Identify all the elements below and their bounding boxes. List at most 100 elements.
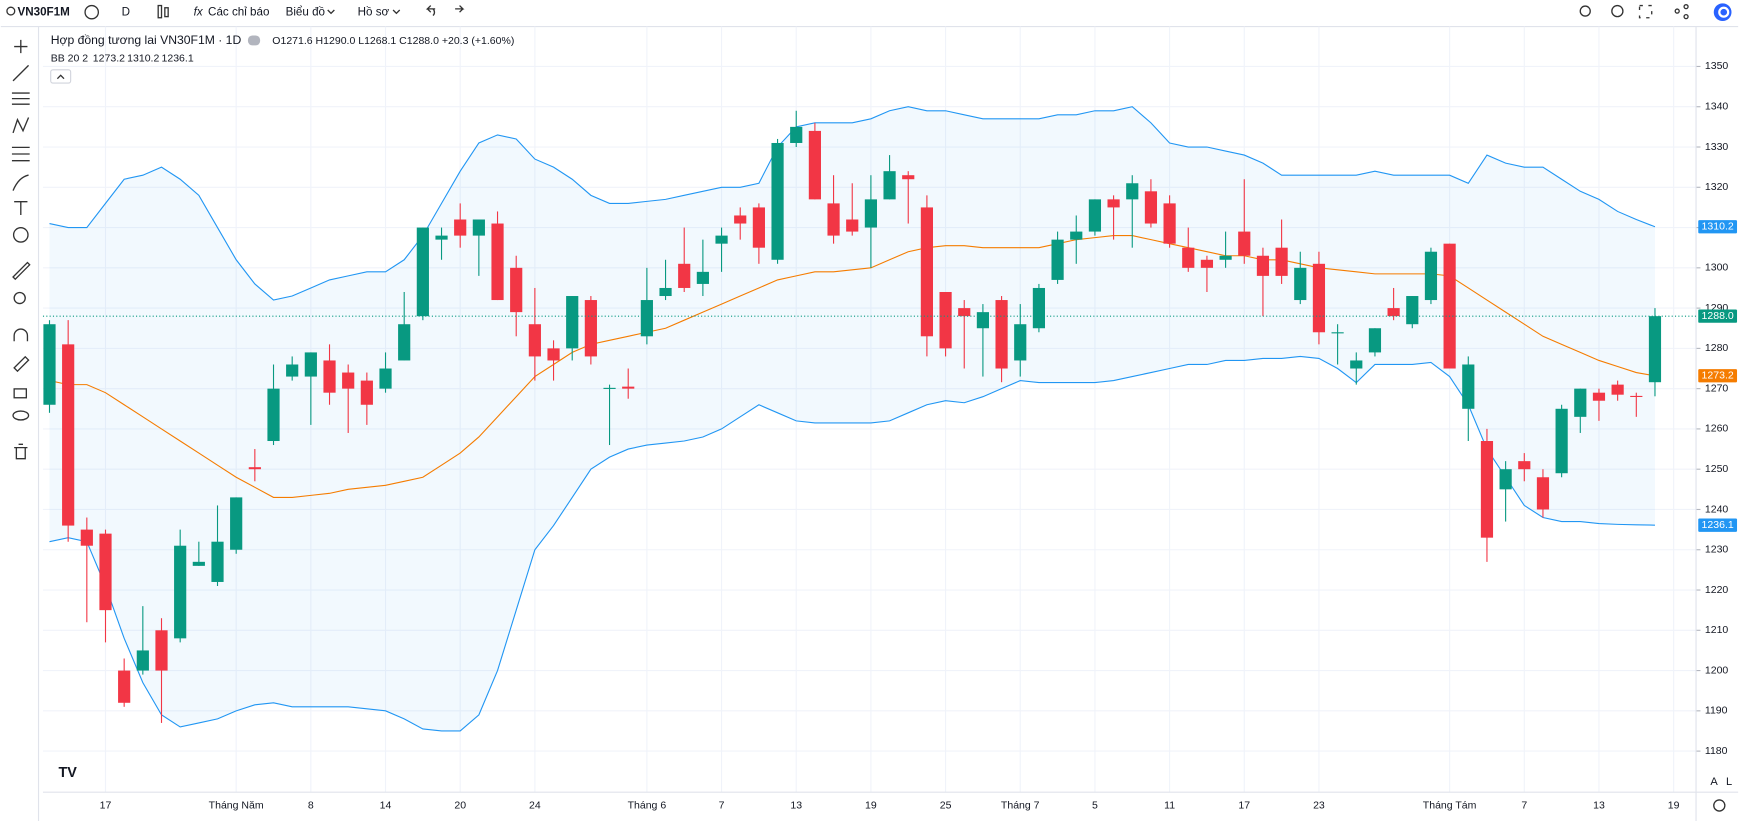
last-price-tag: 1288.0	[1702, 310, 1734, 322]
candle-body	[435, 235, 448, 240]
candle-body	[1032, 287, 1046, 329]
candle-body	[248, 467, 261, 470]
candle-body	[1462, 364, 1475, 409]
hide-tool[interactable]	[12, 410, 30, 421]
tv-logo: TV	[58, 765, 77, 781]
candle-body	[678, 263, 691, 288]
candle-body	[510, 267, 523, 313]
y-tick-label: 1250	[1705, 463, 1729, 475]
y-tick-label: 1260	[1705, 423, 1729, 435]
candle-body	[603, 387, 616, 389]
eye-toggle[interactable]	[247, 35, 261, 46]
candle-body	[976, 312, 990, 329]
candle-body	[939, 291, 952, 349]
candle-body	[1126, 183, 1139, 200]
x-tick-label: 25	[940, 799, 952, 811]
candle-body	[62, 344, 75, 526]
collapse-legend[interactable]	[50, 69, 72, 84]
indicator-basis-value: 1273.2	[93, 53, 125, 65]
candle-body	[1480, 441, 1494, 538]
x-tick-label: Tháng 6	[628, 799, 667, 811]
collapse-caret	[56, 74, 65, 80]
candle-body	[454, 219, 467, 236]
brush-tool[interactable]	[12, 174, 29, 191]
y-tick-label: 1280	[1705, 342, 1729, 354]
basis-price-tag-bg	[1698, 369, 1738, 383]
candle-body	[1555, 408, 1568, 474]
zoom-button[interactable]	[1579, 5, 1591, 17]
candle-body	[1574, 388, 1587, 417]
candle-body	[1350, 360, 1363, 369]
trendline-tool[interactable]	[12, 64, 30, 82]
x-tick-label: 5	[1092, 799, 1098, 811]
settings-button[interactable]	[1611, 4, 1624, 18]
chart-style-icon[interactable]	[157, 4, 163, 19]
share-button-dot	[1683, 3, 1689, 10]
top-toolbar: VN30F1M D fx Các chỉ báo Biểu đồ Hồ sơ	[0, 3, 1739, 28]
measure-tool[interactable]	[12, 261, 31, 281]
profile-button[interactable]: Hồ sơ	[358, 5, 390, 18]
candle-body	[1182, 247, 1195, 268]
x-tick-label: Tháng Tám	[1423, 799, 1477, 811]
symbol[interactable]: VN30F1M	[17, 5, 69, 18]
x-tick-label: 13	[790, 799, 802, 811]
interval[interactable]: D	[122, 5, 130, 18]
y-tick-label: 1300	[1705, 262, 1729, 274]
time-settings[interactable]	[1713, 799, 1726, 812]
projection-tool[interactable]	[11, 146, 30, 162]
indicators-button[interactable]: Các chỉ báo	[208, 5, 269, 18]
candle-body	[734, 215, 747, 224]
chart-type-button[interactable]: Biểu đồ	[286, 5, 325, 18]
x-tick-label: Tháng Năm	[209, 799, 264, 811]
stay-drawing-tool[interactable]	[13, 355, 30, 373]
dropdown-caret	[327, 9, 335, 15]
dropdown-caret	[392, 9, 401, 15]
compare-button[interactable]	[84, 4, 100, 20]
magnet-tool[interactable]	[13, 328, 29, 342]
candle-body	[211, 541, 224, 582]
candle-body	[472, 219, 485, 236]
redo-button[interactable]	[455, 5, 465, 13]
pattern-tool[interactable]	[12, 117, 30, 134]
emoji-tool[interactable]	[12, 227, 29, 243]
candle-body	[174, 545, 187, 639]
zoom-tool[interactable]	[13, 291, 26, 305]
x-tick-label: 19	[865, 799, 877, 811]
x-tick-label: Tháng 7	[1001, 799, 1040, 811]
candle-body	[416, 227, 429, 317]
candle-body	[1406, 296, 1419, 325]
candle-body	[771, 142, 784, 260]
x-tick-label: 8	[308, 799, 314, 811]
x-tick-label: 13	[1593, 799, 1605, 811]
delete-tool[interactable]	[14, 443, 28, 460]
log-scale-button[interactable]: L	[1726, 776, 1732, 788]
candle-body	[491, 223, 504, 301]
plot: 1180 1190 1200 1210 1220 1230 1240 1250 1260 1270…	[42, 26, 1739, 821]
candle-body	[1331, 332, 1344, 334]
candle-body	[1630, 395, 1643, 398]
y-tick-label: 1210	[1705, 624, 1729, 636]
text-tool[interactable]	[14, 200, 28, 215]
candle-body	[528, 324, 541, 357]
candle-body	[958, 308, 971, 317]
share-button[interactable]	[1674, 8, 1680, 14]
candle-body	[1275, 247, 1288, 276]
x-tick-label: 24	[529, 799, 541, 811]
fib-tool[interactable]	[11, 92, 30, 105]
candle-body	[640, 300, 653, 337]
lock-tool[interactable]	[13, 388, 28, 399]
candle-body	[304, 352, 317, 377]
band-fill	[49, 106, 1655, 731]
search-icon[interactable]	[6, 6, 16, 16]
candle-body	[1368, 328, 1382, 353]
logo-mark	[1718, 6, 1730, 18]
candle-body	[1518, 461, 1531, 470]
undo-button[interactable]	[425, 5, 436, 17]
crosshair-tool[interactable]	[14, 39, 28, 54]
auto-scale-button[interactable]: A	[1710, 776, 1718, 788]
fullscreen-button[interactable]	[1638, 4, 1653, 19]
ohlc-header: O1271.6 H1290.0 L1268.1 C1288.0 +20.3 (+…	[272, 35, 514, 47]
x-tick-label: 7	[719, 799, 725, 811]
